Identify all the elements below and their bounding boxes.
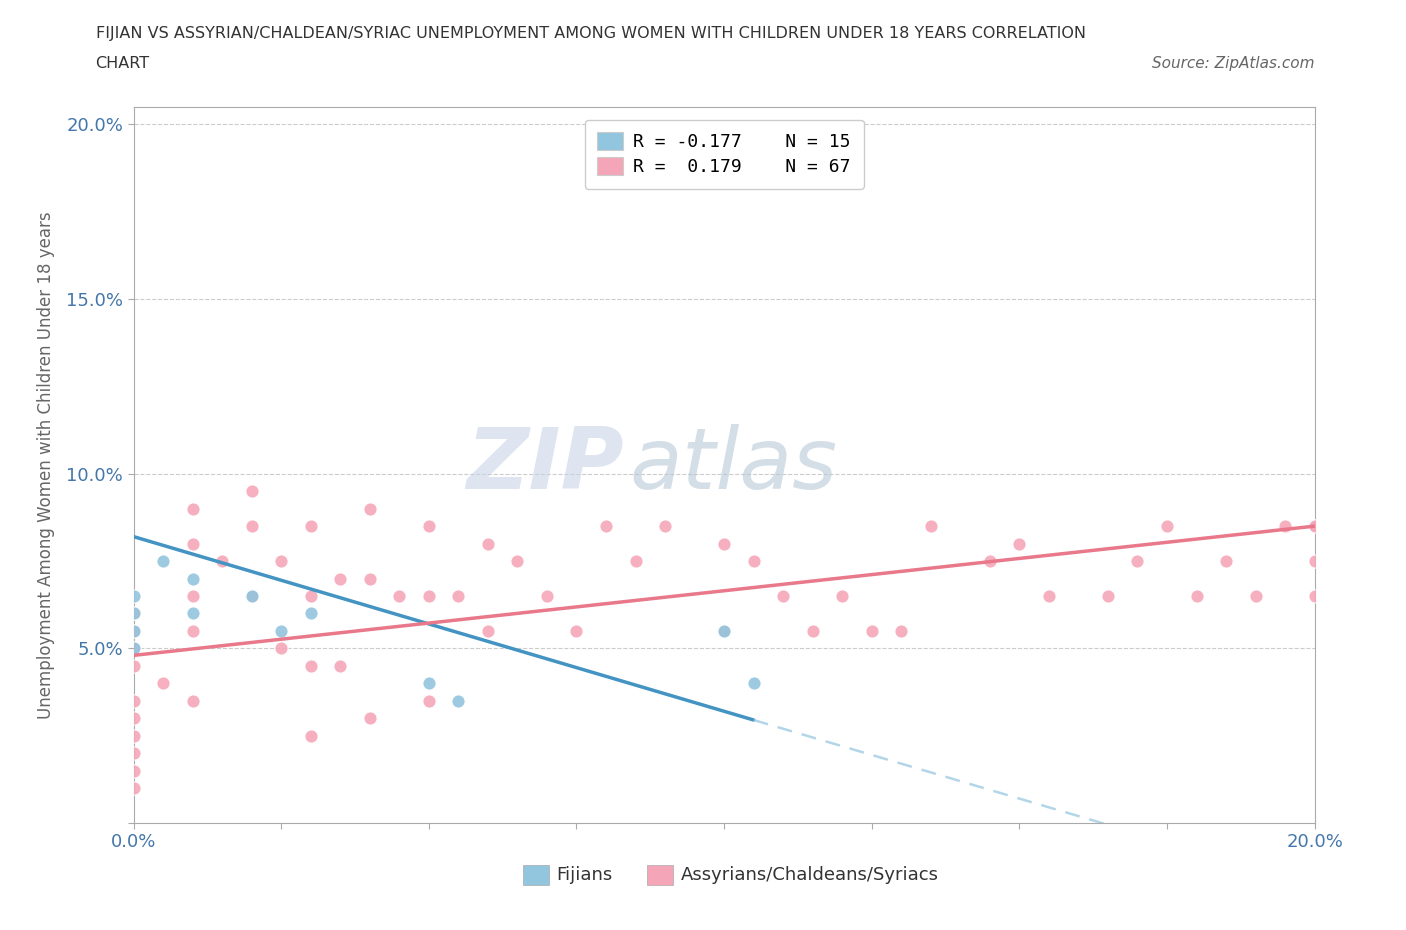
Point: [122, 641, 145, 656]
Point: [329, 571, 352, 586]
Point: [1185, 589, 1208, 604]
Point: [890, 623, 912, 638]
Point: [742, 553, 765, 568]
Point: [359, 571, 381, 586]
Point: [240, 519, 263, 534]
Point: [979, 553, 1001, 568]
Point: [595, 519, 617, 534]
Point: [1097, 589, 1119, 604]
Point: [654, 519, 676, 534]
Point: [713, 537, 735, 551]
Point: [299, 589, 322, 604]
Point: [536, 589, 558, 604]
Point: [240, 589, 263, 604]
Point: [506, 553, 529, 568]
Point: [713, 623, 735, 638]
Point: [1008, 537, 1031, 551]
Point: [1244, 589, 1267, 604]
Text: Fijians: Fijians: [557, 867, 613, 884]
Point: [1126, 553, 1149, 568]
Point: [801, 169, 824, 184]
Point: [299, 606, 322, 621]
Point: [1274, 519, 1296, 534]
Point: [1156, 519, 1178, 534]
Text: Source: ZipAtlas.com: Source: ZipAtlas.com: [1152, 56, 1315, 71]
Point: [624, 553, 647, 568]
Point: [181, 606, 204, 621]
Point: [270, 641, 292, 656]
Point: [359, 711, 381, 725]
Point: [181, 571, 204, 586]
Point: [772, 589, 794, 604]
Bar: [647, 865, 673, 885]
Point: [152, 676, 174, 691]
Point: [122, 641, 145, 656]
Point: [388, 589, 411, 604]
Text: CHART: CHART: [96, 56, 149, 71]
Point: [122, 606, 145, 621]
Point: [418, 519, 440, 534]
Point: [447, 694, 470, 709]
Point: [860, 623, 883, 638]
Point: [152, 553, 174, 568]
Point: [299, 658, 322, 673]
Point: [742, 676, 765, 691]
Point: [181, 537, 204, 551]
Point: [211, 553, 233, 568]
Point: [122, 711, 145, 725]
Point: [1303, 519, 1326, 534]
Point: [418, 676, 440, 691]
Point: [920, 519, 942, 534]
Point: [122, 780, 145, 795]
Y-axis label: Unemployment Among Women with Children Under 18 years: Unemployment Among Women with Children U…: [37, 211, 55, 719]
Point: [122, 728, 145, 743]
Point: [299, 519, 322, 534]
Text: FIJIAN VS ASSYRIAN/CHALDEAN/SYRIAC UNEMPLOYMENT AMONG WOMEN WITH CHILDREN UNDER : FIJIAN VS ASSYRIAN/CHALDEAN/SYRIAC UNEMP…: [96, 26, 1085, 41]
Point: [122, 694, 145, 709]
Point: [831, 589, 853, 604]
Point: [801, 623, 824, 638]
Point: [240, 589, 263, 604]
Point: [122, 658, 145, 673]
Bar: [523, 865, 550, 885]
Point: [122, 746, 145, 761]
Point: [447, 589, 470, 604]
Point: [122, 623, 145, 638]
Point: [477, 623, 499, 638]
Point: [477, 537, 499, 551]
Point: [181, 589, 204, 604]
Point: [122, 606, 145, 621]
Point: [122, 589, 145, 604]
Point: [1303, 553, 1326, 568]
Point: [122, 764, 145, 778]
Point: [329, 658, 352, 673]
Point: [1303, 589, 1326, 604]
Point: [181, 501, 204, 516]
Legend: R = -0.177    N = 15, R =  0.179    N = 67: R = -0.177 N = 15, R = 0.179 N = 67: [585, 120, 863, 189]
Point: [713, 623, 735, 638]
Point: [299, 728, 322, 743]
Point: [122, 623, 145, 638]
Point: [1303, 519, 1326, 534]
Point: [418, 589, 440, 604]
Point: [181, 623, 204, 638]
Text: Assyrians/Chaldeans/Syriacs: Assyrians/Chaldeans/Syriacs: [681, 867, 938, 884]
Point: [359, 501, 381, 516]
Text: ZIP: ZIP: [465, 423, 624, 507]
Point: [565, 623, 588, 638]
Text: atlas: atlas: [630, 423, 838, 507]
Point: [418, 694, 440, 709]
Point: [270, 553, 292, 568]
Point: [1038, 589, 1060, 604]
Point: [181, 694, 204, 709]
Point: [240, 484, 263, 498]
Point: [270, 623, 292, 638]
Point: [1215, 553, 1237, 568]
